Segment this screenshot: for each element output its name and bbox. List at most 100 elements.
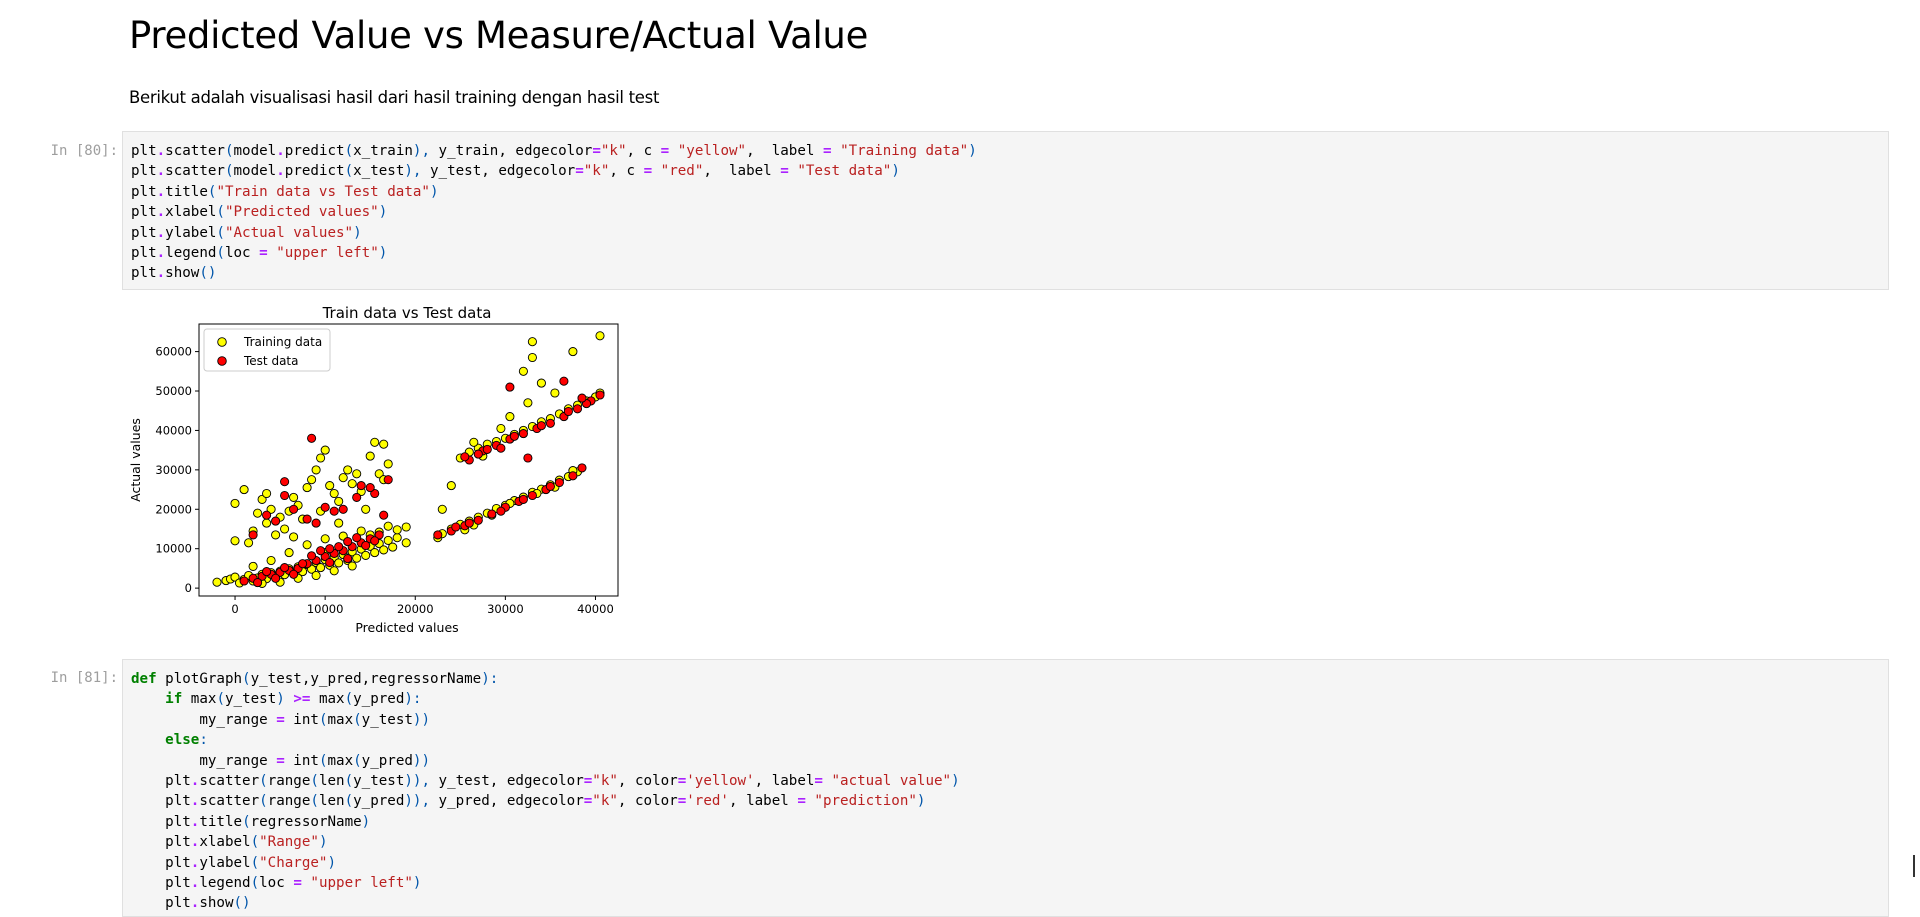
code-line: else:: [131, 730, 1888, 750]
code-line: plt.ylabel("Charge"): [131, 853, 1888, 873]
code-token: (: [344, 163, 354, 180]
test-point: [559, 376, 569, 386]
code-token: "Predicted values": [224, 204, 379, 221]
test-point: [280, 490, 290, 501]
training-point: [595, 331, 605, 341]
code-token: ): [968, 143, 977, 159]
training-point: [311, 465, 321, 475]
training-point: [496, 423, 506, 434]
test-point: [248, 530, 258, 540]
training-point: [379, 545, 389, 555]
training-point: [334, 558, 344, 568]
code-token: .: [190, 854, 200, 871]
code-token: y_pred: [353, 793, 405, 810]
code-token: (: [250, 874, 260, 891]
code-token: "Actual values": [224, 224, 354, 241]
legend: Training data Test data: [203, 328, 331, 372]
training-point: [230, 572, 240, 582]
code-cell-81[interactable]: def plotGraph(y_test,y_pred,regressorNam…: [122, 659, 1889, 917]
code-token: [131, 732, 165, 748]
code-token: loc: [259, 874, 294, 891]
code-token: plt: [131, 204, 157, 221]
code-token: (: [216, 224, 225, 241]
code-token: loc: [224, 244, 260, 261]
code-token: (: [344, 793, 354, 810]
test-point: [595, 390, 605, 400]
training-point: [311, 570, 321, 581]
code-token: =: [293, 874, 302, 891]
code-token: .: [190, 895, 200, 912]
code-token: (: [216, 204, 225, 221]
code-token: (: [353, 711, 362, 728]
code-token: regressorName: [250, 813, 362, 830]
training-point: [352, 553, 362, 563]
code-token: =: [575, 163, 584, 180]
code-token: "prediction": [814, 793, 917, 810]
code-token: scatter: [165, 143, 225, 159]
code-token: ylabel: [165, 224, 217, 241]
code-token: "Train data vs Test data": [216, 183, 430, 200]
code-line: plt.xlabel("Range"): [131, 832, 1888, 852]
training-point: [334, 518, 344, 528]
code-token: "Test data": [797, 163, 892, 180]
code-token: (: [250, 834, 260, 851]
training-point: [316, 563, 326, 573]
training-point: [392, 525, 402, 535]
training-point: [280, 524, 290, 534]
test-point: [433, 530, 443, 540]
code-token: , color: [617, 772, 678, 789]
legend-box: [203, 328, 331, 372]
test-point: [352, 533, 362, 543]
training-point: [257, 494, 267, 504]
code-token: (: [344, 143, 354, 159]
code-token: [832, 143, 841, 159]
test-point: [329, 506, 339, 516]
code-token: .: [190, 772, 200, 789]
code-token: ): [353, 224, 362, 241]
code-token: ):: [481, 671, 499, 687]
test-point: [239, 576, 249, 586]
code-token: (: [318, 711, 328, 728]
code-token: .: [156, 265, 166, 282]
training-point: [302, 540, 312, 550]
legend-marker-training: [217, 337, 227, 347]
test-point: [262, 567, 272, 577]
training-point: [446, 481, 456, 491]
code-token: range: [267, 793, 311, 810]
training-point: [316, 453, 326, 463]
code-token: =: [276, 711, 285, 728]
code-cell-80[interactable]: plt.scatter(model.predict(x_train), y_tr…: [122, 131, 1889, 290]
code-token: y_test,y_pred,regressorName: [250, 671, 482, 687]
training-point: [352, 469, 362, 479]
code-token: "Training data": [840, 143, 969, 159]
training-point: [347, 479, 357, 489]
test-point: [545, 418, 555, 428]
code-token: predict: [284, 143, 345, 159]
training-point: [392, 533, 402, 543]
test-point: [316, 546, 326, 556]
test-point: [577, 393, 587, 403]
code-line: plt.scatter(model.predict(x_test), y_tes…: [131, 161, 1888, 181]
code-token: "k": [592, 793, 618, 810]
training-point: [388, 542, 398, 552]
chart-title: Train data vs Test data: [322, 304, 492, 322]
y-tick-label: 10000: [155, 542, 192, 556]
training-point: [568, 347, 578, 357]
test-point: [334, 542, 344, 552]
code-token: max: [327, 752, 354, 769]
text-cursor: [1913, 855, 1915, 877]
test-point: [302, 514, 312, 524]
code-line: plt.xlabel("Predicted values"): [131, 202, 1888, 222]
training-point: [244, 538, 254, 548]
training-point: [343, 465, 353, 475]
code-token: ): [412, 874, 422, 891]
training-point: [239, 485, 249, 495]
training-point: [329, 566, 339, 576]
code-token: ),: [404, 163, 422, 180]
training-point: [230, 498, 240, 508]
code-token: xlabel: [165, 204, 217, 221]
test-point: [356, 481, 366, 491]
training-point: [361, 550, 371, 560]
test-point: [370, 488, 380, 499]
test-point: [325, 544, 335, 554]
